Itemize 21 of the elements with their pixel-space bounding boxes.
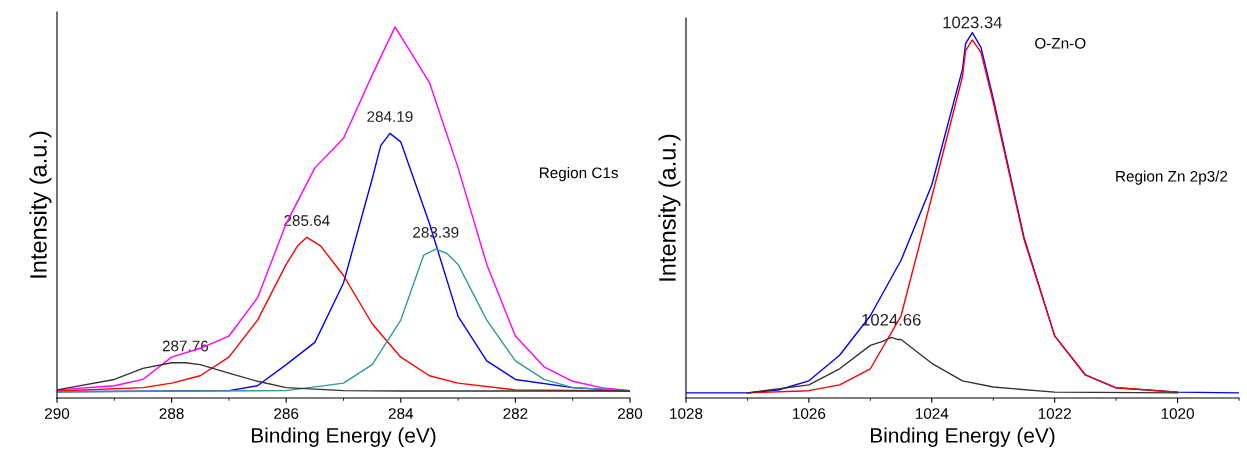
x-tick-label: 1024 xyxy=(915,408,949,419)
x-tick-label: 286 xyxy=(274,408,299,419)
y-axis-title: Intensity (a.u.) xyxy=(29,131,52,278)
x-axis-title: Binding Energy (eV) xyxy=(251,427,436,447)
y-axis-title: Intensity (a.u.) xyxy=(658,134,681,281)
x-tick-label: 280 xyxy=(618,408,643,419)
annotation: 284.19 xyxy=(367,111,413,123)
x-tick-label: 1022 xyxy=(1038,408,1071,419)
annotation: O-Zn-O xyxy=(1035,37,1086,49)
x-tick-label: 1026 xyxy=(793,408,826,419)
annotation: 1023.34 xyxy=(943,16,1002,29)
x-tick-label: 1028 xyxy=(670,408,703,419)
x-tick-label: 284 xyxy=(388,408,414,419)
annotation: Region C1s xyxy=(539,167,618,182)
annotation: Region Zn 2p3/2 xyxy=(1116,170,1228,185)
annotation: 287.76 xyxy=(162,340,209,352)
x-axis-title: Binding Energy (eV) xyxy=(870,427,1055,447)
x-tick-label: 282 xyxy=(503,408,528,419)
x-tick-label: 290 xyxy=(45,408,70,419)
x-tick-label: 1020 xyxy=(1161,408,1194,419)
x-tick-label: 288 xyxy=(159,408,184,419)
